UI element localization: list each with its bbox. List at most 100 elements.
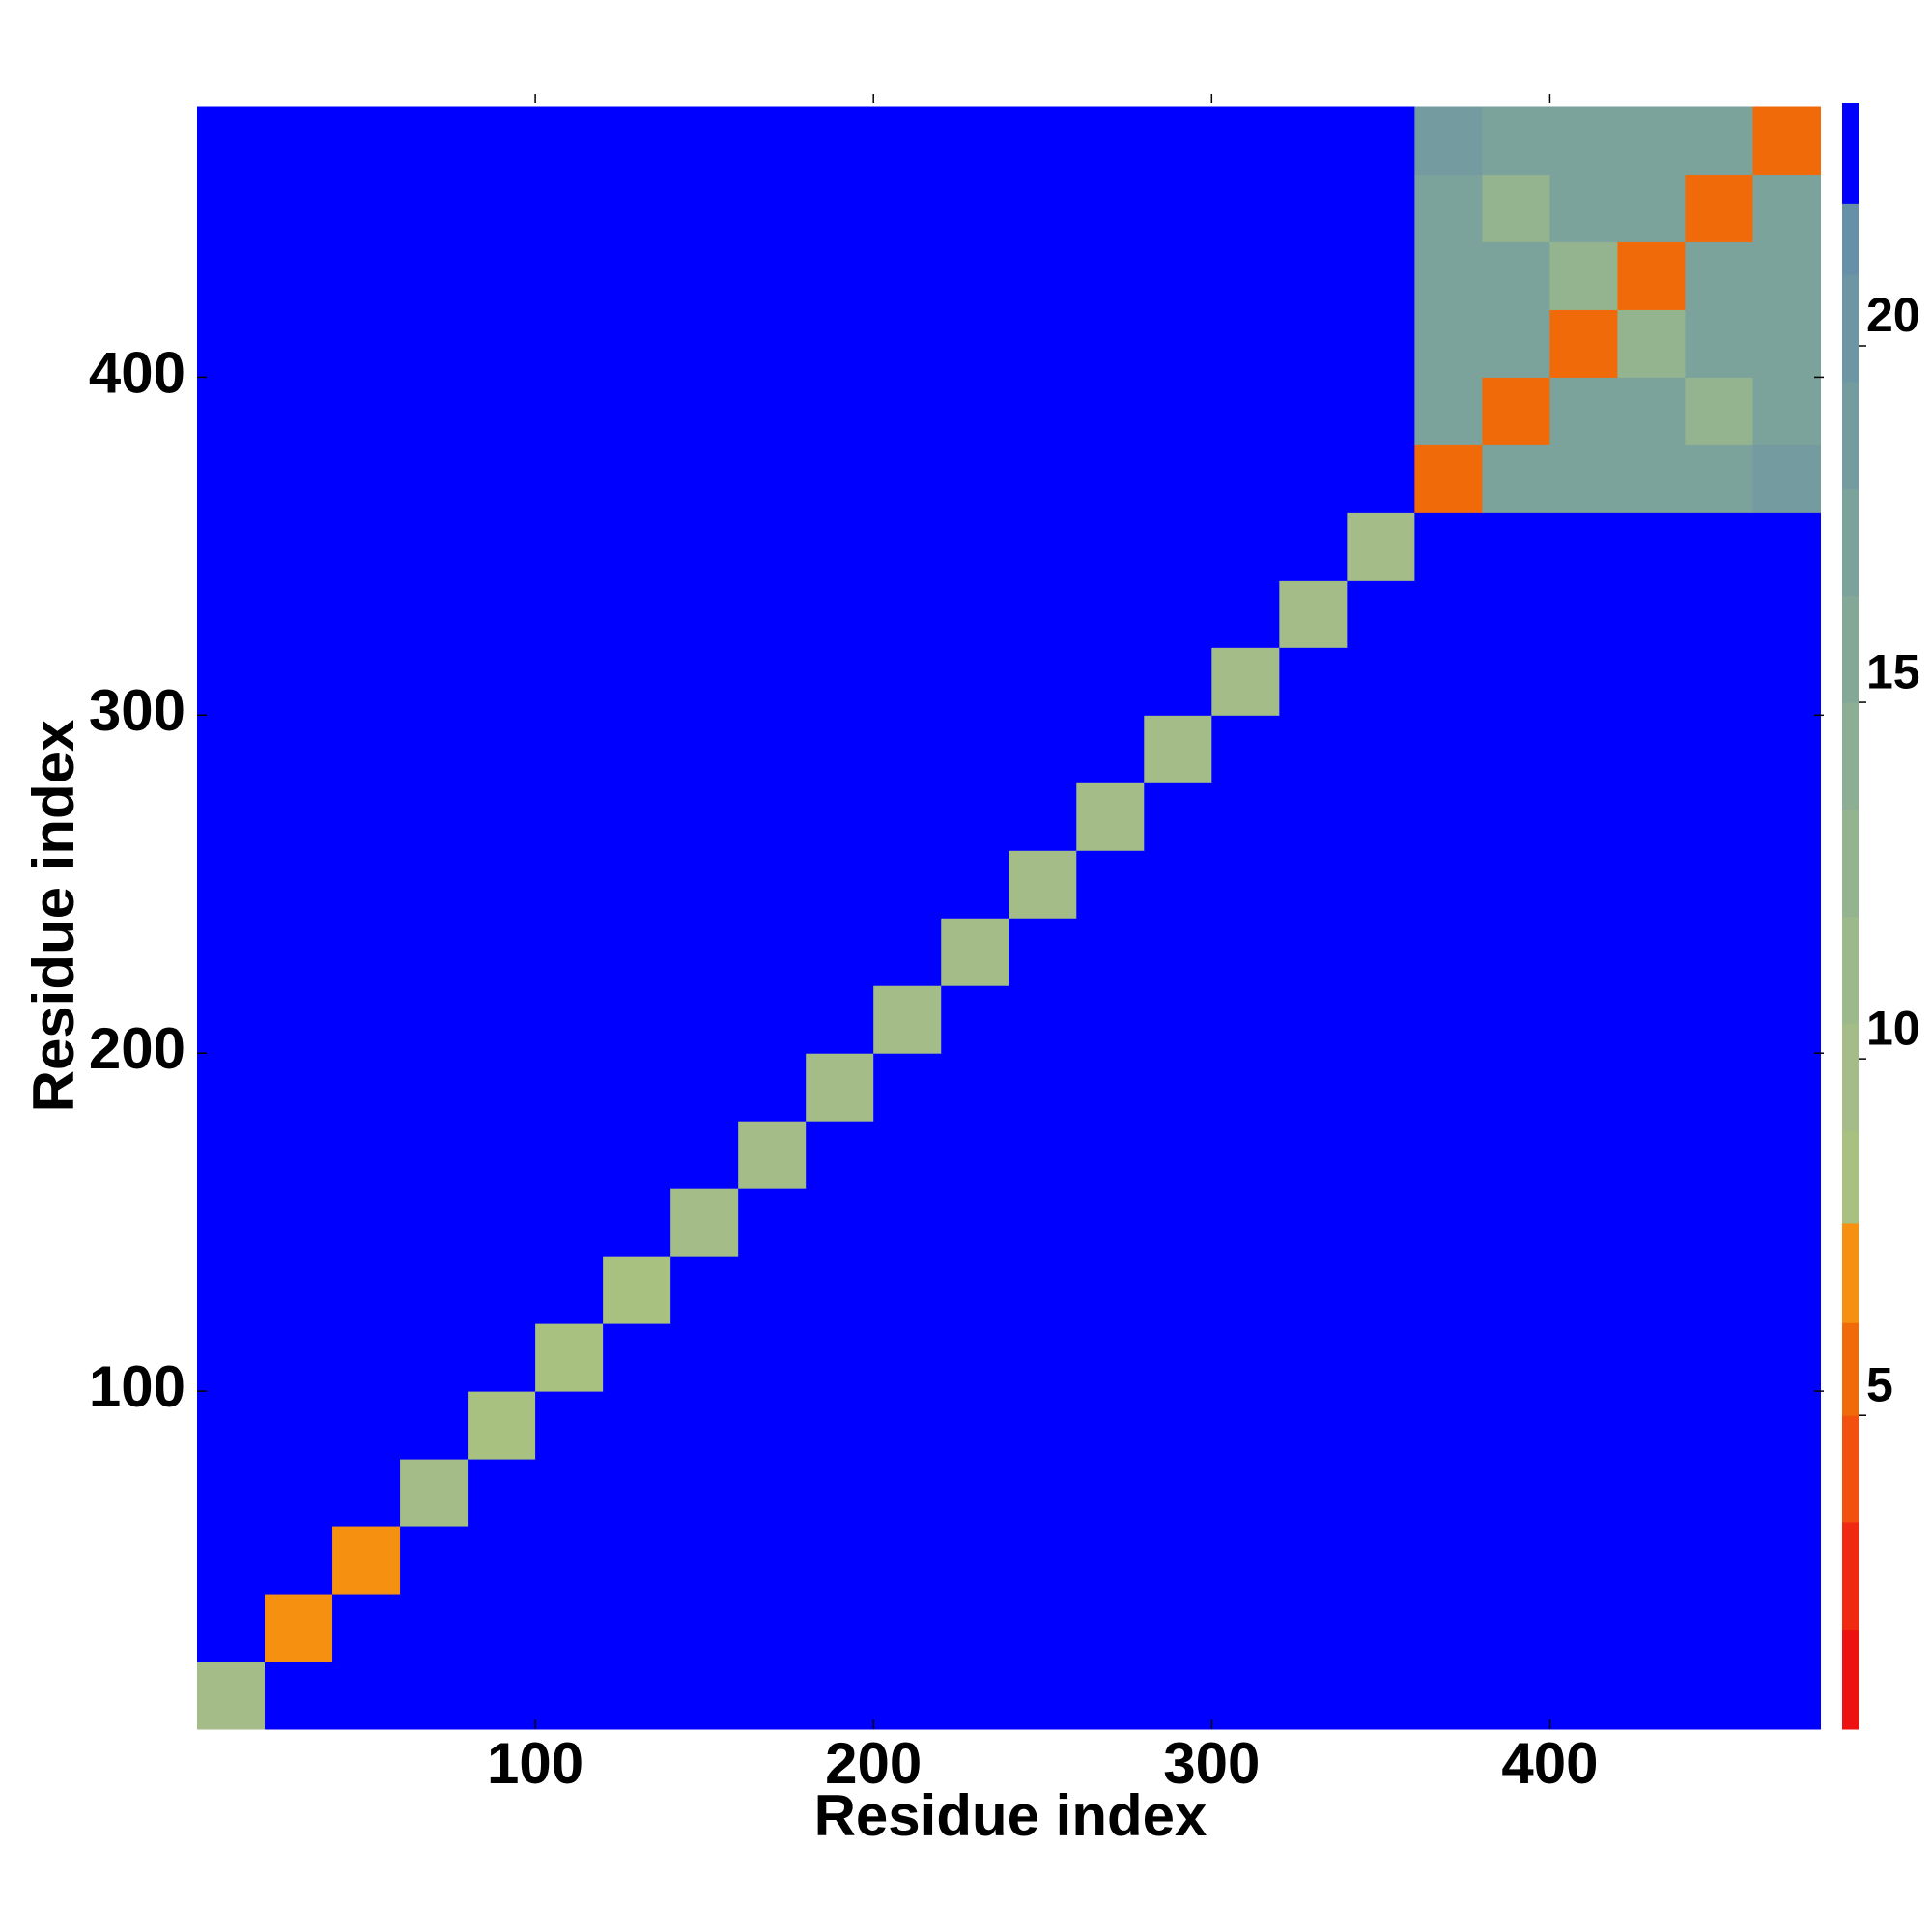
heatmap-cell [1414,1188,1483,1257]
heatmap-cell [1076,1594,1145,1662]
heatmap-cell [400,647,469,716]
heatmap-cell [197,1121,266,1189]
heatmap-cell [1279,1323,1348,1392]
heatmap-cell [1009,1256,1077,1324]
heatmap-cell [670,309,739,378]
heatmap-cell [738,309,807,378]
heatmap-cell [1549,106,1618,175]
heatmap-cell [1549,174,1618,242]
heatmap-cell [197,1526,266,1595]
heatmap-cell [1279,309,1348,378]
heatmap-cell [603,1121,671,1189]
y-axis-title: Residue index [21,720,86,1113]
colorbar-band [1842,203,1859,275]
heatmap-cell [1685,918,1753,986]
heatmap-cell [1482,377,1550,445]
heatmap-cell [1752,1188,1821,1257]
heatmap-cell [265,1053,333,1122]
heatmap-cell [670,782,739,851]
heatmap-cell [941,106,1009,175]
heatmap-cell [468,1594,536,1662]
heatmap-cell [1549,918,1618,986]
heatmap-cell [1144,715,1212,783]
y-tick-label: 100 [89,1354,185,1419]
colorbar-band [1842,274,1859,383]
y-tick-label: 200 [89,1016,185,1081]
heatmap-cell [1414,1121,1483,1189]
heatmap-cell [1279,512,1348,581]
heatmap-cell [670,512,739,581]
heatmap-cell [468,1188,536,1257]
heatmap-cell [468,377,536,445]
heatmap-cell [1144,1594,1212,1662]
heatmap-cell [332,242,401,310]
heatmap-cell [468,715,536,783]
heatmap-cell [1752,1662,1821,1730]
heatmap-cell [197,985,266,1054]
heatmap-cell [1685,647,1753,716]
heatmap-cell [941,309,1009,378]
heatmap-cell [1144,782,1212,851]
colorbar-band [1842,488,1859,596]
x-axis-title: Residue index [814,1783,1208,1848]
heatmap-cell [1685,512,1753,581]
heatmap-cell [1482,985,1550,1054]
heatmap-cell [265,1662,333,1730]
heatmap-cell [941,1459,1009,1527]
heatmap-cell [738,580,807,648]
heatmap-cell [1617,309,1686,378]
heatmap-cell [468,782,536,851]
heatmap-cell [1617,1459,1686,1527]
heatmap-cell [468,444,536,513]
heatmap-cell [1617,1121,1686,1189]
heatmap-cell [197,242,266,310]
heatmap-cell [1752,1053,1821,1122]
heatmap-cell [1414,1526,1483,1595]
heatmap-cell [738,242,807,310]
heatmap-cell [1617,782,1686,851]
heatmap-cell [738,850,807,919]
heatmap-cell [265,647,333,716]
heatmap-cell [1009,242,1077,310]
heatmap-cell [1482,580,1550,648]
heatmap-cell [400,1526,469,1595]
heatmap-cell [1076,1256,1145,1324]
heatmap-cell [1279,377,1348,445]
heatmap-cell [941,850,1009,919]
heatmap-cell [197,1053,266,1122]
heatmap-cell [1617,1323,1686,1392]
heatmap-cell [738,1188,807,1257]
heatmap-cell [670,174,739,242]
heatmap-cell [535,985,604,1054]
heatmap-cell [197,377,266,445]
heatmap-cell [1752,309,1821,378]
heatmap-cell [1279,715,1348,783]
heatmap-cell [197,174,266,242]
heatmap-cell [1279,985,1348,1054]
heatmap-cell [1752,850,1821,919]
heatmap-cell [941,782,1009,851]
heatmap-cell [1211,1391,1280,1460]
heatmap-cell [332,1256,401,1324]
heatmap-cell [738,1594,807,1662]
heatmap-cell [400,1594,469,1662]
heatmap-cell [738,715,807,783]
heatmap-cell [603,174,671,242]
heatmap-cell [197,918,266,986]
heatmap-cell [941,1053,1009,1122]
heatmap-cell [1279,1391,1348,1460]
heatmap-cell [1009,1391,1077,1460]
heatmap-cell [1414,174,1483,242]
heatmap-cell [603,647,671,716]
heatmap-cell [1752,1526,1821,1595]
heatmap-cell [1482,850,1550,919]
heatmap-cell [1076,1053,1145,1122]
heatmap-cell [1549,1188,1618,1257]
heatmap-cell [1076,1459,1145,1527]
heatmap-cell [1144,309,1212,378]
heatmap-cell [1279,918,1348,986]
heatmap-cell [873,918,942,986]
heatmap-cell [1279,174,1348,242]
heatmap-cell [1482,782,1550,851]
heatmap-cell [400,1188,469,1257]
